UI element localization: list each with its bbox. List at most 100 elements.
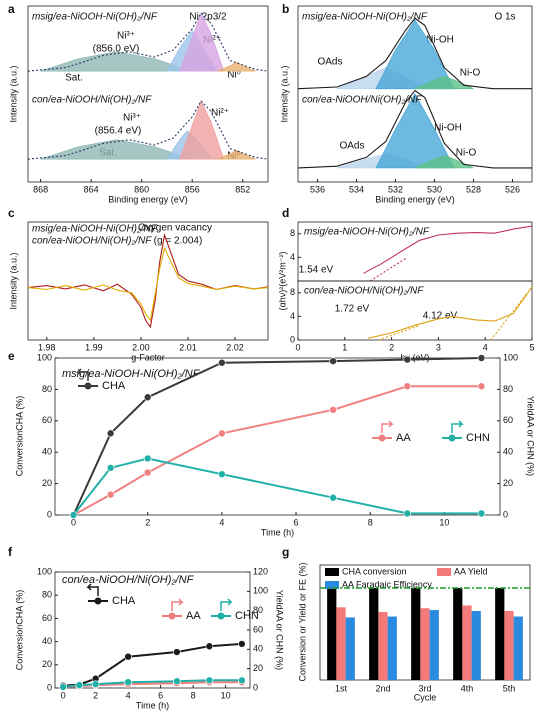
series-name: AA	[396, 432, 411, 444]
y-tick-label: 0	[290, 334, 295, 344]
x-tick-label: 2	[389, 342, 394, 352]
sample-name: msig/ea-NiOOH-Ni(OH)₂/NF	[62, 368, 201, 380]
point	[477, 354, 486, 362]
legend-marker	[448, 434, 456, 442]
annotation: Ni-O	[456, 148, 477, 159]
annotation: Ni⁰	[227, 70, 240, 81]
annotation: 4.12 eV	[423, 311, 458, 322]
bar	[513, 616, 523, 680]
point	[218, 358, 226, 367]
annotation: Ni²⁺	[211, 108, 229, 119]
legend-marker	[94, 597, 102, 605]
x-tick-label: 528	[466, 184, 481, 194]
point	[403, 382, 412, 391]
legend-marker	[378, 434, 386, 442]
y2-tick-label: 80	[253, 605, 263, 615]
series-name: CHA	[102, 380, 126, 392]
x-tick-label: 530	[427, 184, 442, 194]
panel-letter: e	[8, 349, 15, 363]
series-name: CHN	[466, 432, 490, 444]
x-tick-label: 3	[436, 342, 441, 352]
bar	[327, 588, 337, 680]
y2-tick-label: 40	[503, 447, 513, 457]
x-tick-label: 536	[310, 184, 325, 194]
x-tick-label: 4	[126, 690, 131, 700]
point	[124, 678, 132, 687]
series-name: msig/ea-NiOOH-Ni(OH)₂/NF	[304, 227, 430, 238]
x-tick-label: 3rd	[418, 683, 431, 693]
point	[173, 677, 181, 686]
annotation: Ni-O	[460, 68, 481, 79]
plot-frame	[54, 357, 501, 516]
annotation: Ni³⁺	[117, 31, 135, 42]
y-tick-label: 20	[42, 478, 52, 488]
point	[238, 676, 246, 685]
series-line	[297, 89, 532, 169]
x-tick-label: 534	[349, 184, 364, 194]
y2-tick-label: 40	[253, 644, 263, 654]
annotation: Ni-OH	[426, 35, 454, 46]
series-line	[27, 100, 269, 160]
bar	[471, 611, 481, 680]
x-tick-label: 868	[33, 184, 48, 194]
y-tick-label: 100	[37, 352, 52, 362]
y2-tick-label: 0	[503, 509, 508, 519]
plot-frame	[297, 5, 533, 183]
fit-component	[414, 155, 474, 169]
y-tick-label: 40	[42, 636, 52, 646]
fit-component	[217, 61, 256, 72]
panel-letter: c	[8, 206, 15, 220]
x-tick-label: 6	[294, 517, 299, 527]
y-tick-label: 80	[42, 384, 52, 394]
series-name: msig/ea-NiOOH-Ni(OH)₂/NF	[32, 12, 158, 23]
y2-axis-label: YieldAA or CHN (%)	[526, 396, 536, 476]
y2-tick-label: 60	[253, 624, 263, 634]
bar	[378, 611, 388, 680]
legend-marker	[84, 382, 92, 390]
x-tick-label: 10	[221, 690, 231, 700]
y-axis-label: Intensity (a.u.)	[8, 252, 18, 309]
series-line	[369, 258, 406, 282]
x-tick-label: 856	[185, 184, 200, 194]
y-axis-label: ConversionCHA (%)	[14, 590, 24, 671]
annotation: (856.4 eV)	[95, 126, 142, 137]
x-tick-label: 5	[529, 342, 534, 352]
bar	[336, 607, 346, 680]
bar	[429, 610, 439, 680]
point	[329, 406, 337, 414]
annotation: Ni-OH	[434, 123, 462, 134]
bar	[504, 611, 514, 680]
plot-frame	[27, 5, 269, 183]
y-axis-label: Intensity (a.u.)	[279, 65, 289, 122]
point	[329, 357, 337, 365]
y-tick-label: 60	[42, 613, 52, 623]
y-tick-label: 0	[47, 509, 52, 519]
panel-letter: g	[282, 545, 289, 559]
series-name: CHA	[112, 595, 136, 607]
point	[106, 429, 115, 438]
y-tick-label: 0	[47, 682, 52, 692]
series-name: con/ea-NiOOH/Ni(OH)₂/NF	[32, 236, 152, 247]
x-tick-label: 10	[439, 517, 449, 527]
annotation: (g = 2.004)	[154, 236, 203, 247]
x-tick-label: 860	[134, 184, 149, 194]
point	[477, 509, 486, 518]
x-tick-label: 4	[219, 517, 224, 527]
annotation: Oxygen vacancy	[138, 223, 212, 234]
legend-label: AA Yield	[454, 566, 488, 576]
annotation: 1.54 eV	[299, 265, 334, 276]
bar	[495, 588, 505, 680]
axis-flag	[451, 420, 464, 433]
x-tick-label: 1st	[335, 683, 348, 693]
x-tick-label: 8	[191, 690, 196, 700]
series-name: con/ea-NiOOH/Ni(OH)₂/NF	[304, 286, 424, 297]
point	[403, 355, 412, 364]
x-tick-label: 0	[295, 342, 300, 352]
axis-flag	[381, 420, 394, 433]
annotation: O 1s	[494, 12, 515, 23]
y-tick-label: 4	[290, 252, 295, 262]
fit-component	[414, 75, 474, 90]
y2-tick-label: 100	[253, 586, 268, 596]
axis-flag	[220, 598, 233, 611]
y-axis-label: Conversion or Yield or FE (%)	[297, 562, 307, 681]
